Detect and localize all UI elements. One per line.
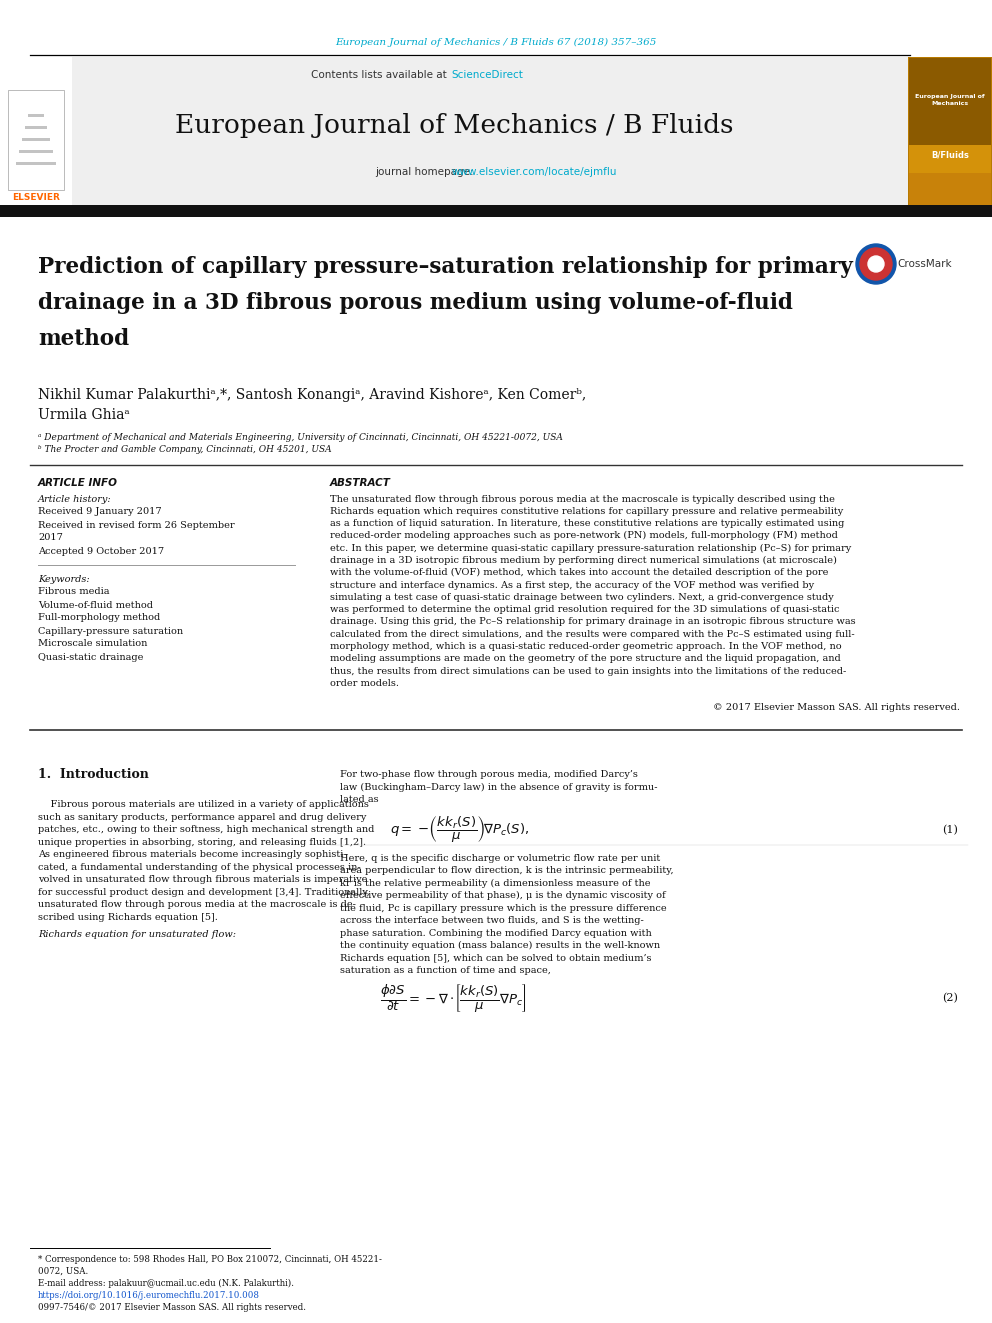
Text: Full-morphology method: Full-morphology method	[38, 614, 161, 623]
Text: the continuity equation (mass balance) results in the well-known: the continuity equation (mass balance) r…	[340, 941, 660, 950]
Text: Richards equation for unsaturated flow:: Richards equation for unsaturated flow:	[38, 930, 236, 939]
Text: (1): (1)	[942, 826, 958, 835]
Text: for successful product design and development [3,4]. Traditionally,: for successful product design and develo…	[38, 888, 370, 897]
Text: Accepted 9 October 2017: Accepted 9 October 2017	[38, 546, 164, 556]
Bar	[22, 138, 50, 142]
Text: drainage in a 3D fibrous porous medium using volume-of-fluid: drainage in a 3D fibrous porous medium u…	[38, 292, 793, 314]
Text: drainage. Using this grid, the Pc–S relationship for primary drainage in an isot: drainage. Using this grid, the Pc–S rela…	[330, 618, 856, 627]
Text: calculated from the direct simulations, and the results were compared with the P: calculated from the direct simulations, …	[330, 630, 855, 639]
Bar	[25, 126, 47, 130]
Text: ARTICLE INFO: ARTICLE INFO	[38, 478, 118, 488]
Text: kr is the relative permeability (a dimensionless measure of the: kr is the relative permeability (a dimen…	[340, 878, 651, 888]
Bar	[909, 146, 991, 173]
Text: CrossMark: CrossMark	[897, 259, 951, 269]
Text: drainage in a 3D isotropic fibrous medium by performing direct numerical simulat: drainage in a 3D isotropic fibrous mediu…	[330, 556, 837, 565]
Bar	[72, 57, 908, 205]
Text: Prediction of capillary pressure–saturation relationship for primary: Prediction of capillary pressure–saturat…	[38, 255, 853, 278]
Text: B/Fluids: B/Fluids	[931, 151, 969, 160]
Text: As engineered fibrous materials become increasingly sophisti-: As engineered fibrous materials become i…	[38, 851, 346, 860]
Text: saturation as a function of time and space,: saturation as a function of time and spa…	[340, 966, 551, 975]
Text: Article history:: Article history:	[38, 495, 112, 504]
Text: $q = -\!\left(\dfrac{kk_r(S)}{\mu}\right)\!\nabla P_c(S),$: $q = -\!\left(\dfrac{kk_r(S)}{\mu}\right…	[390, 815, 529, 845]
Text: cated, a fundamental understanding of the physical processes in-: cated, a fundamental understanding of th…	[38, 863, 361, 872]
Text: method: method	[38, 328, 129, 351]
Text: ᵇ The Procter and Gamble Company, Cincinnati, OH 45201, USA: ᵇ The Procter and Gamble Company, Cincin…	[38, 446, 331, 455]
Text: E-mail address: palakuur@ucmail.uc.edu (N.K. Palakurthi).: E-mail address: palakuur@ucmail.uc.edu (…	[38, 1278, 294, 1287]
Text: structure and interface dynamics. As a first step, the accuracy of the VOF metho: structure and interface dynamics. As a f…	[330, 581, 814, 590]
Text: journal homepage:: journal homepage:	[375, 167, 477, 177]
Text: European Journal of
Mechanics: European Journal of Mechanics	[916, 94, 985, 106]
Text: volved in unsaturated flow through fibrous materials is imperative: volved in unsaturated flow through fibro…	[38, 876, 367, 884]
Text: as a function of liquid saturation. In literature, these constitutive relations : as a function of liquid saturation. In l…	[330, 519, 844, 528]
Text: European Journal of Mechanics / B Fluids 67 (2018) 357–365: European Journal of Mechanics / B Fluids…	[335, 37, 657, 46]
Circle shape	[856, 243, 896, 284]
Text: * Correspondence to: 598 Rhodes Hall, PO Box 210072, Cincinnati, OH 45221-: * Correspondence to: 598 Rhodes Hall, PO…	[38, 1256, 382, 1265]
Text: with the volume-of-fluid (VOF) method, which takes into account the detailed des: with the volume-of-fluid (VOF) method, w…	[330, 569, 828, 577]
Text: ScienceDirect: ScienceDirect	[451, 70, 523, 79]
Bar	[8, 90, 64, 191]
Text: morphology method, which is a quasi-static reduced-order geometric approach. In : morphology method, which is a quasi-stat…	[330, 642, 841, 651]
Bar	[16, 161, 56, 165]
Text: reduced-order modeling approaches such as pore-network (PN) models, full-morphol: reduced-order modeling approaches such a…	[330, 532, 838, 541]
Text: Contents lists available at: Contents lists available at	[311, 70, 450, 79]
Text: modeling assumptions are made on the geometry of the pore structure and the liqu: modeling assumptions are made on the geo…	[330, 655, 841, 663]
Text: unique properties in absorbing, storing, and releasing fluids [1,2].: unique properties in absorbing, storing,…	[38, 837, 366, 847]
Text: Capillary-pressure saturation: Capillary-pressure saturation	[38, 627, 184, 635]
Text: Volume-of-fluid method: Volume-of-fluid method	[38, 601, 153, 610]
Text: Here, q is the specific discharge or volumetric flow rate per unit: Here, q is the specific discharge or vol…	[340, 853, 661, 863]
Text: etc. In this paper, we determine quasi-static capillary pressure-saturation rela: etc. In this paper, we determine quasi-s…	[330, 544, 851, 553]
Text: unsaturated flow through porous media at the macroscale is de-: unsaturated flow through porous media at…	[38, 900, 356, 909]
Bar	[909, 173, 991, 205]
Text: Fibrous porous materials are utilized in a variety of applications: Fibrous porous materials are utilized in…	[38, 800, 369, 810]
Text: Urmila Ghiaᵃ: Urmila Ghiaᵃ	[38, 407, 130, 422]
Text: Richards equation which requires constitutive relations for capillary pressure a: Richards equation which requires constit…	[330, 507, 843, 516]
Circle shape	[860, 247, 892, 280]
Text: law (Buckingham–Darcy law) in the absence of gravity is formu-: law (Buckingham–Darcy law) in the absenc…	[340, 783, 658, 792]
Text: such as sanitary products, performance apparel and drug delivery: such as sanitary products, performance a…	[38, 812, 366, 822]
Text: Nikhil Kumar Palakurthiᵃ,*, Santosh Konangiᵃ, Aravind Kishoreᵃ, Ken Comerᵇ,: Nikhil Kumar Palakurthiᵃ,*, Santosh Kona…	[38, 388, 586, 402]
Text: 1.  Introduction: 1. Introduction	[38, 769, 149, 782]
Text: was performed to determine the optimal grid resolution required for the 3D simul: was performed to determine the optimal g…	[330, 605, 839, 614]
Text: simulating a test case of quasi-static drainage between two cylinders. Next, a g: simulating a test case of quasi-static d…	[330, 593, 833, 602]
Text: Quasi-static drainage: Quasi-static drainage	[38, 652, 144, 662]
Text: ELSEVIER: ELSEVIER	[12, 193, 60, 202]
Text: scribed using Richards equation [5].: scribed using Richards equation [5].	[38, 913, 218, 922]
Text: the fluid, Pc is capillary pressure which is the pressure difference: the fluid, Pc is capillary pressure whic…	[340, 904, 667, 913]
Text: https://doi.org/10.1016/j.euromechflu.2017.10.008: https://doi.org/10.1016/j.euromechflu.20…	[38, 1290, 260, 1299]
Text: area perpendicular to flow direction, k is the intrinsic permeability,: area perpendicular to flow direction, k …	[340, 867, 674, 876]
Text: European Journal of Mechanics / B Fluids: European Journal of Mechanics / B Fluids	[175, 112, 733, 138]
Text: Microscale simulation: Microscale simulation	[38, 639, 148, 648]
Text: thus, the results from direct simulations can be used to gain insights into the : thus, the results from direct simulation…	[330, 667, 846, 676]
Text: © 2017 Elsevier Masson SAS. All rights reserved.: © 2017 Elsevier Masson SAS. All rights r…	[713, 704, 960, 712]
Text: ᵃ Department of Mechanical and Materials Engineering, University of Cincinnati, : ᵃ Department of Mechanical and Materials…	[38, 433, 562, 442]
Text: effective permeability of that phase), μ is the dynamic viscosity of: effective permeability of that phase), μ…	[340, 892, 666, 901]
Text: Received in revised form 26 September: Received in revised form 26 September	[38, 520, 235, 529]
Text: Received 9 January 2017: Received 9 January 2017	[38, 508, 162, 516]
Text: (2): (2)	[942, 994, 958, 1003]
Bar	[0, 57, 72, 205]
Bar	[909, 58, 991, 146]
Text: The unsaturated flow through fibrous porous media at the macroscale is typically: The unsaturated flow through fibrous por…	[330, 495, 835, 504]
Text: phase saturation. Combining the modified Darcy equation with: phase saturation. Combining the modified…	[340, 929, 652, 938]
Text: ABSTRACT: ABSTRACT	[330, 478, 391, 488]
Text: 0997-7546/© 2017 Elsevier Masson SAS. All rights reserved.: 0997-7546/© 2017 Elsevier Masson SAS. Al…	[38, 1303, 306, 1311]
Text: 0072, USA.: 0072, USA.	[38, 1266, 88, 1275]
Bar	[0, 205, 992, 217]
Bar	[19, 149, 53, 153]
Text: across the interface between two fluids, and S is the wetting-: across the interface between two fluids,…	[340, 917, 644, 925]
Text: patches, etc., owing to their softness, high mechanical strength and: patches, etc., owing to their softness, …	[38, 826, 374, 835]
Text: www.elsevier.com/locate/ejmflu: www.elsevier.com/locate/ejmflu	[452, 167, 617, 177]
Text: Keywords:: Keywords:	[38, 574, 89, 583]
Text: order models.: order models.	[330, 679, 399, 688]
Text: Fibrous media: Fibrous media	[38, 587, 109, 597]
Circle shape	[868, 255, 884, 273]
Text: lated as: lated as	[340, 795, 379, 804]
Text: $\dfrac{\phi\partial S}{\partial t} = -\nabla\cdot\!\left[\dfrac{kk_r(S)}{\mu}\n: $\dfrac{\phi\partial S}{\partial t} = -\…	[380, 982, 527, 1015]
Bar	[28, 114, 44, 116]
Bar	[908, 57, 992, 205]
Text: For two-phase flow through porous media, modified Darcy’s: For two-phase flow through porous media,…	[340, 770, 638, 779]
Text: Richards equation [5], which can be solved to obtain medium’s: Richards equation [5], which can be solv…	[340, 954, 652, 963]
Text: 2017: 2017	[38, 533, 62, 542]
